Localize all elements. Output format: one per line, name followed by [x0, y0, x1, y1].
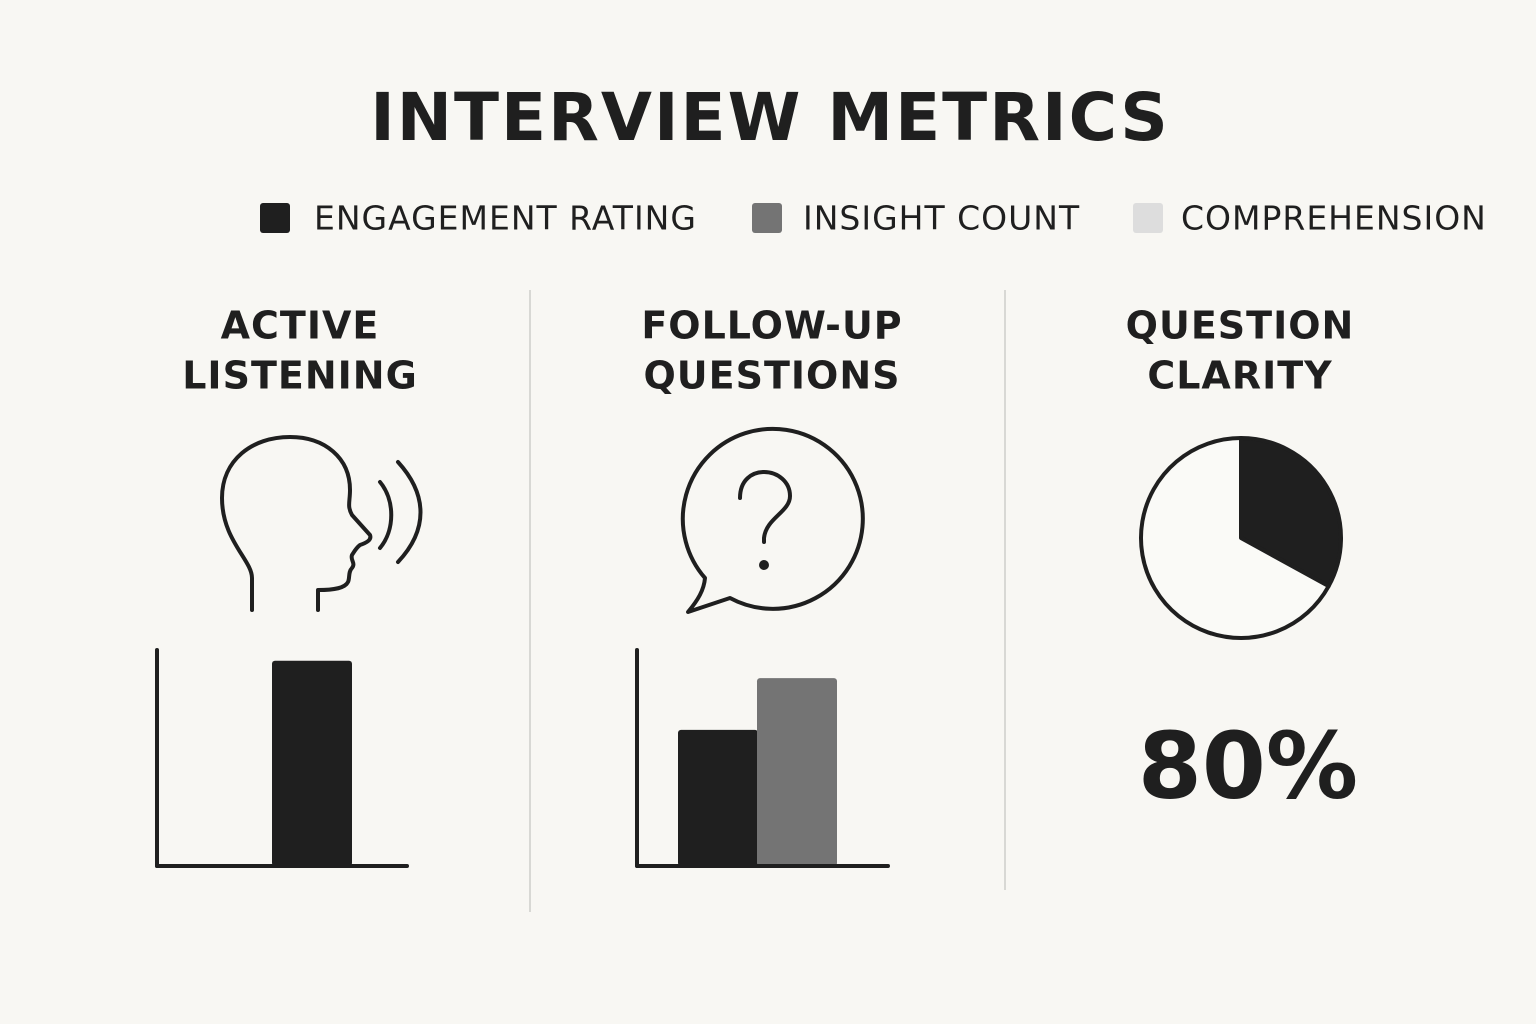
- bar: [757, 678, 837, 866]
- head-icon: [220, 435, 423, 612]
- panel-title: QUESTIONS: [643, 354, 900, 398]
- title: INTERVIEW METRICS: [370, 79, 1170, 156]
- pie-slice: [1139, 436, 1331, 640]
- panel-title: LISTENING: [182, 354, 418, 398]
- panel-title: ACTIVE: [221, 304, 380, 348]
- bar: [678, 729, 758, 866]
- legend-label: COMPREHENSION: [1181, 199, 1487, 238]
- bar: [272, 660, 352, 866]
- legend-label: ENGAGEMENT RATING: [314, 199, 697, 238]
- legend-label: INSIGHT COUNT: [803, 199, 1080, 238]
- legend-swatch: [1133, 203, 1163, 233]
- kpi-value: 80%: [1138, 712, 1358, 819]
- panel-title: QUESTION: [1126, 304, 1355, 348]
- panel-title: CLARITY: [1147, 354, 1332, 398]
- legend-swatch: [752, 203, 782, 233]
- question-bubble-icon: [680, 426, 865, 614]
- legend-swatch: [260, 203, 290, 233]
- question-dot: [759, 560, 769, 570]
- pie-slice: [1239, 436, 1343, 589]
- panel-title: FOLLOW-UP: [641, 304, 902, 348]
